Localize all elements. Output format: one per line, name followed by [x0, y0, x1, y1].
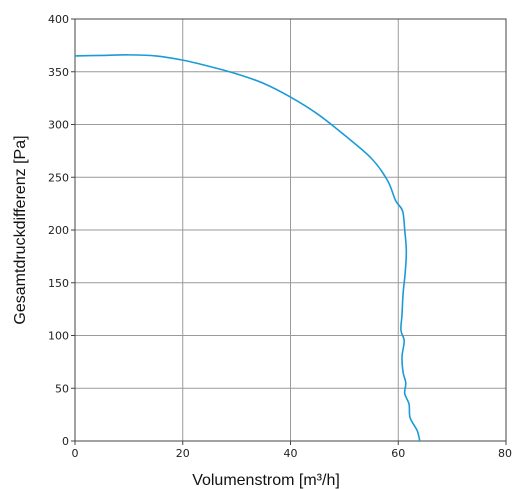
x-axis-label: Volumenstrom [m³/h]: [192, 472, 340, 489]
y-tick-label: 300: [48, 119, 69, 132]
series-line: [74, 54, 421, 442]
y-axis-label: Gesamtdruckdifferenz [Pa]: [12, 135, 29, 324]
y-tick-label: 400: [48, 13, 69, 26]
y-tick-label: 200: [48, 224, 69, 237]
y-tick-label: 350: [48, 66, 69, 79]
x-tick-label: 80: [498, 447, 512, 460]
grid: [74, 18, 507, 442]
y-tick-label: 50: [55, 382, 69, 395]
x-tick-label: 60: [391, 447, 405, 460]
y-tick-label: 150: [48, 277, 69, 290]
x-tick-label: 0: [72, 447, 79, 460]
y-tick-label: 0: [62, 435, 69, 448]
x-tick-label: 20: [176, 447, 190, 460]
x-tick-label: 40: [284, 447, 298, 460]
y-tick-label: 100: [48, 330, 69, 343]
ticks: 0 20 40 60 80 0 50 100 150 200 250 300 350 400: [48, 13, 512, 460]
y-tick-label: 250: [48, 171, 69, 184]
